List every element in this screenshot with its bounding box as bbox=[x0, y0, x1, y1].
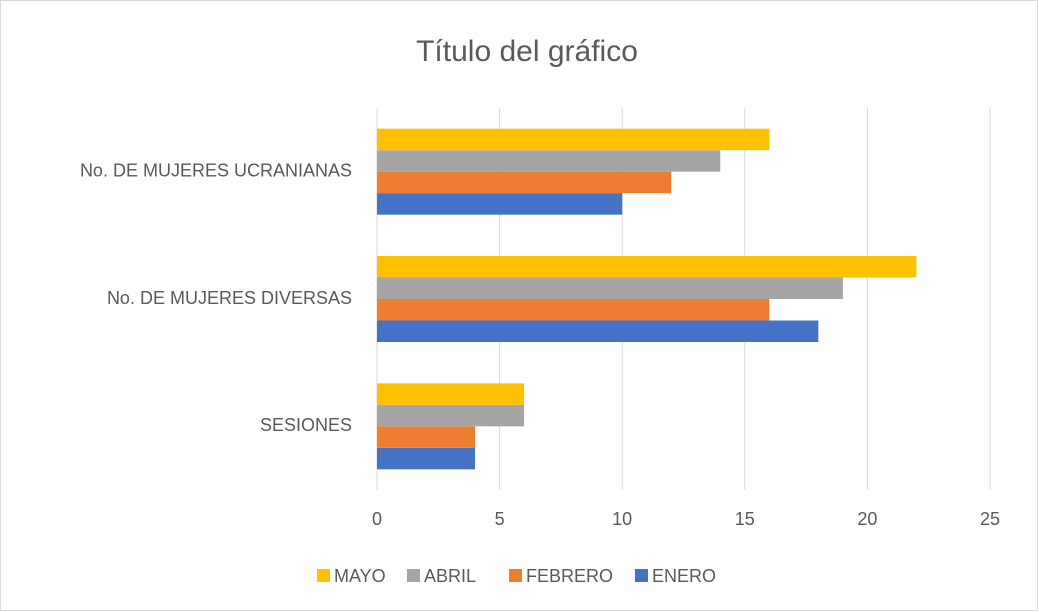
x-tick-label: 20 bbox=[857, 509, 877, 529]
bar bbox=[377, 426, 476, 448]
x-tick-label: 25 bbox=[980, 509, 1000, 529]
legend-label: ABRIL bbox=[424, 566, 476, 586]
y-tick-label: No. DE MUJERES DIVERSAS bbox=[107, 288, 352, 308]
x-tick-label: 0 bbox=[372, 509, 382, 529]
bar bbox=[377, 256, 917, 278]
legend-swatch bbox=[407, 569, 420, 582]
chart-title: Título del gráfico bbox=[416, 35, 638, 68]
bar bbox=[377, 320, 819, 342]
x-tick-label: 5 bbox=[495, 509, 505, 529]
legend-swatch bbox=[317, 569, 330, 582]
y-tick-label: SESIONES bbox=[260, 415, 352, 435]
bar bbox=[377, 128, 770, 151]
y-tick-label: No. DE MUJERES UCRANIANAS bbox=[80, 160, 352, 180]
bar bbox=[377, 404, 525, 427]
bar bbox=[377, 383, 525, 405]
legend-label: FEBRERO bbox=[526, 566, 613, 586]
bar bbox=[377, 150, 721, 172]
legend-swatch bbox=[635, 569, 648, 582]
legend-label: MAYO bbox=[334, 566, 386, 586]
legend-swatch bbox=[509, 569, 522, 582]
bar bbox=[377, 193, 623, 215]
bar bbox=[377, 171, 672, 194]
x-tick-label: 10 bbox=[612, 509, 632, 529]
bar bbox=[377, 277, 843, 299]
x-tick-label: 15 bbox=[735, 509, 755, 529]
bar bbox=[377, 447, 476, 470]
bar bbox=[377, 299, 770, 321]
legend-label: ENERO bbox=[652, 566, 716, 586]
